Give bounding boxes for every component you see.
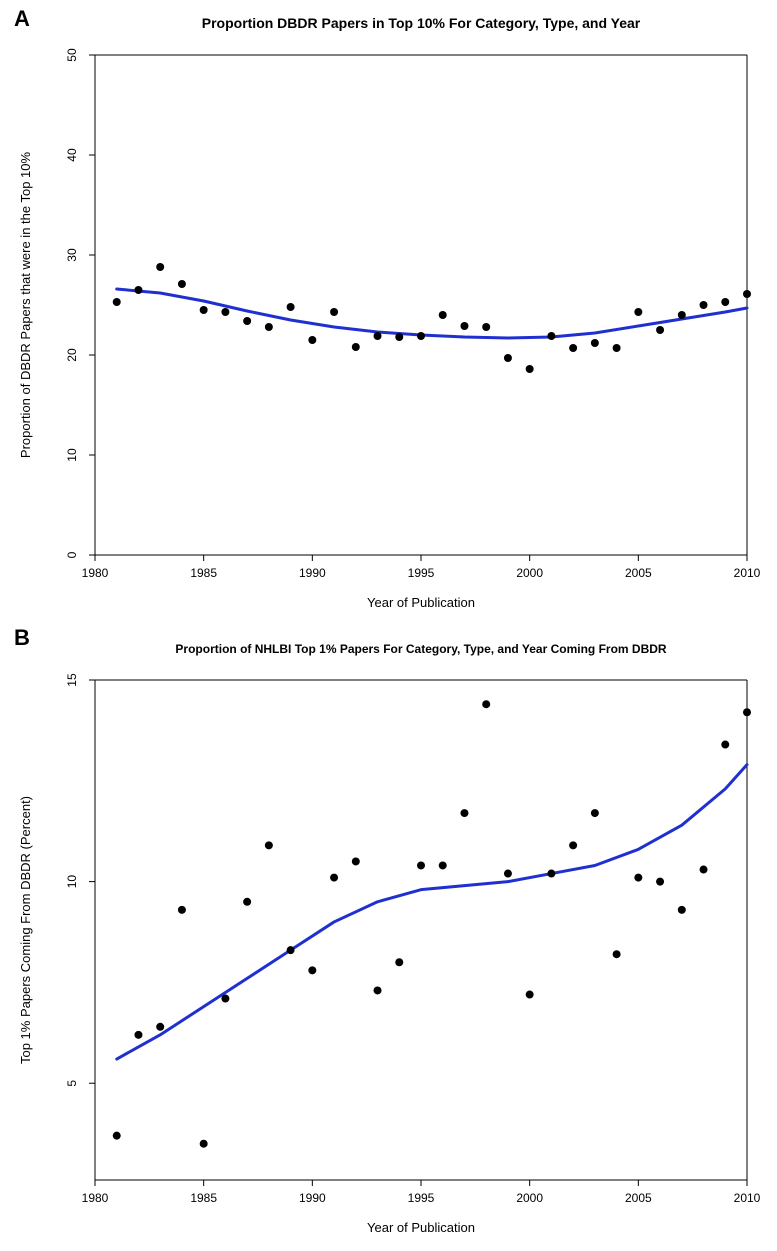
svg-text:1990: 1990 — [299, 566, 326, 580]
svg-text:1985: 1985 — [190, 566, 217, 580]
svg-text:Year of Publication: Year of Publication — [367, 1220, 475, 1235]
svg-text:2005: 2005 — [625, 566, 652, 580]
svg-text:10: 10 — [65, 875, 79, 889]
svg-text:2010: 2010 — [734, 566, 761, 580]
svg-text:20: 20 — [65, 348, 79, 362]
svg-text:1995: 1995 — [408, 566, 435, 580]
chart-a: Proportion DBDR Papers in Top 10% For Ca… — [0, 0, 777, 625]
svg-text:1980: 1980 — [82, 566, 109, 580]
panel-b-label: B — [14, 625, 30, 651]
svg-text:30: 30 — [65, 248, 79, 262]
panel-a: A Proportion DBDR Papers in Top 10% For … — [0, 0, 777, 625]
svg-text:Year of Publication: Year of Publication — [367, 595, 475, 610]
svg-text:0: 0 — [65, 551, 79, 558]
chart-b: Proportion of NHLBI Top 1% Papers For Ca… — [0, 625, 777, 1250]
figure-container: A Proportion DBDR Papers in Top 10% For … — [0, 0, 777, 1250]
svg-text:2010: 2010 — [734, 1191, 761, 1205]
svg-text:1990: 1990 — [299, 1191, 326, 1205]
svg-text:50: 50 — [65, 48, 79, 62]
svg-text:1995: 1995 — [408, 1191, 435, 1205]
svg-text:40: 40 — [65, 148, 79, 162]
svg-text:1980: 1980 — [82, 1191, 109, 1205]
svg-text:Top 1% Papers Coming From DBDR: Top 1% Papers Coming From DBDR (Percent) — [18, 796, 33, 1064]
svg-text:2000: 2000 — [516, 1191, 543, 1205]
svg-text:1985: 1985 — [190, 1191, 217, 1205]
svg-text:15: 15 — [65, 673, 79, 687]
svg-text:2000: 2000 — [516, 566, 543, 580]
svg-text:Proportion DBDR Papers in Top: Proportion DBDR Papers in Top 10% For Ca… — [202, 15, 641, 31]
svg-text:5: 5 — [65, 1080, 79, 1087]
svg-text:Proportion of NHLBI Top 1% Pap: Proportion of NHLBI Top 1% Papers For Ca… — [175, 642, 666, 656]
panel-a-label: A — [14, 6, 30, 32]
panel-b: B Proportion of NHLBI Top 1% Papers For … — [0, 625, 777, 1250]
svg-text:Proportion of DBDR Papers that: Proportion of DBDR Papers that were in t… — [18, 151, 33, 458]
svg-text:2005: 2005 — [625, 1191, 652, 1205]
svg-text:10: 10 — [65, 448, 79, 462]
